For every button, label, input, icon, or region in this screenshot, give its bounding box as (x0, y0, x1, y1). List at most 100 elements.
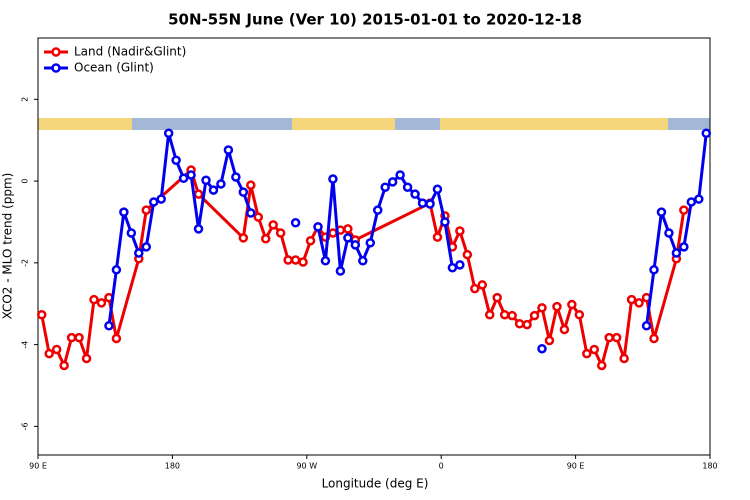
surface-strip (38, 118, 710, 130)
point (432, 184, 443, 195)
y-tick-label: 0 (21, 179, 30, 184)
point (66, 332, 77, 343)
point (163, 128, 174, 139)
x-tick-label: 180 (702, 462, 717, 471)
point (552, 301, 562, 312)
point (104, 321, 114, 331)
point (701, 128, 712, 139)
point (111, 333, 122, 344)
point (201, 175, 211, 186)
point (380, 182, 390, 192)
y-tick-label: -2 (21, 259, 30, 267)
point (36, 310, 47, 320)
point (193, 189, 204, 199)
series-line (645, 133, 708, 327)
y-axis-label: XCO2 - MLO trend (ppm) (1, 173, 15, 320)
point (432, 232, 443, 242)
point (141, 205, 152, 215)
point (686, 197, 697, 207)
point (51, 344, 62, 355)
point (402, 182, 413, 192)
point (328, 228, 338, 238)
point (343, 233, 353, 243)
point (119, 207, 129, 217)
point (694, 194, 704, 204)
point (492, 292, 502, 303)
legend-marker (51, 63, 61, 73)
x-tick-label: 90 E (567, 462, 585, 471)
legend-marker (51, 47, 61, 57)
point (223, 145, 234, 155)
point (641, 321, 652, 331)
point (178, 173, 189, 183)
point (499, 310, 510, 320)
point (231, 172, 241, 182)
y-tick-label: -4 (21, 341, 30, 349)
point (455, 260, 465, 270)
point (544, 335, 555, 346)
point (148, 197, 159, 207)
point (387, 177, 398, 187)
point (626, 294, 637, 305)
point (283, 255, 293, 265)
x-tick-label: 90 W (296, 462, 317, 471)
point (305, 236, 316, 246)
point (574, 310, 585, 320)
legend-label: Ocean (Glint) (74, 61, 154, 75)
point (634, 298, 644, 308)
point (417, 198, 428, 208)
point (96, 298, 107, 308)
point (193, 224, 204, 234)
series-line (40, 168, 686, 367)
point (649, 265, 659, 275)
point (253, 212, 264, 222)
x-axis-label: Longitude (deg E) (322, 477, 429, 491)
point (567, 299, 577, 310)
x-tick-label: 90 E (29, 462, 47, 471)
point (619, 353, 629, 364)
point (514, 319, 525, 329)
point (358, 256, 368, 266)
point (559, 324, 570, 335)
point (320, 256, 331, 266)
point (156, 194, 166, 204)
point (507, 310, 517, 321)
point (335, 266, 346, 276)
point (440, 217, 450, 227)
point (425, 199, 435, 209)
point (290, 255, 301, 265)
point (455, 226, 465, 236)
point (671, 248, 682, 258)
point (447, 263, 458, 273)
point (462, 249, 473, 260)
point (679, 205, 689, 215)
point (477, 280, 488, 290)
point (134, 248, 144, 258)
chart-title: 50N-55N June (Ver 10) 2015-01-01 to 2020… (168, 11, 582, 29)
point (44, 348, 54, 359)
point (260, 233, 271, 244)
point (350, 240, 361, 250)
point (268, 220, 278, 230)
point (89, 294, 99, 305)
y-tick-label: 2 (21, 97, 30, 102)
point (604, 332, 614, 343)
point (611, 332, 622, 343)
point (186, 170, 196, 180)
point (522, 319, 532, 330)
point (298, 257, 308, 267)
point (343, 224, 353, 234)
point (395, 170, 405, 180)
x-tick-label: 180 (165, 462, 180, 471)
point (238, 233, 249, 243)
point (126, 228, 137, 238)
point (484, 310, 495, 320)
point (649, 333, 659, 344)
point (171, 155, 181, 165)
point (470, 283, 480, 294)
point (679, 242, 689, 252)
point (275, 228, 286, 238)
point (596, 360, 607, 371)
point (290, 218, 301, 228)
